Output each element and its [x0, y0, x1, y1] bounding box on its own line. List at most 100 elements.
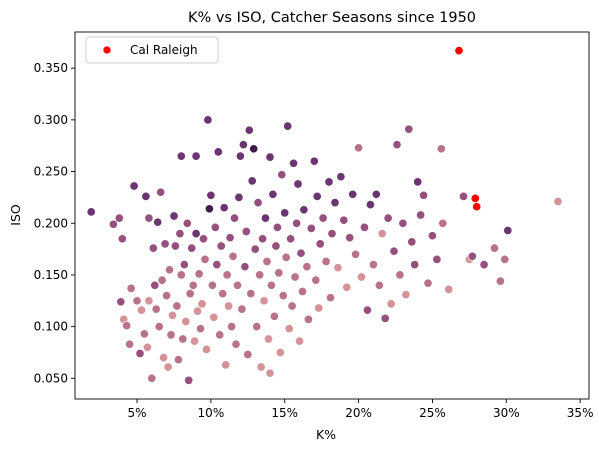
- y-axis-label: ISO: [8, 204, 23, 226]
- scatter-point: [224, 301, 234, 311]
- scatter-point: [153, 217, 163, 227]
- scatter-point: [237, 304, 247, 314]
- scatter-point: [132, 296, 142, 306]
- y-tick-label: 0.050: [34, 371, 68, 385]
- scatter-point: [438, 218, 448, 228]
- scatter-point: [327, 229, 337, 239]
- scatter-point: [200, 254, 210, 264]
- scatter-point: [315, 239, 325, 249]
- scatter-point: [166, 330, 176, 340]
- scatter-point: [407, 237, 417, 247]
- scatter-point: [191, 151, 201, 161]
- scatter-point: [336, 172, 346, 182]
- scatter-point: [371, 189, 381, 199]
- scatter-point: [299, 205, 309, 215]
- scatter-point: [175, 229, 185, 239]
- scatter-point: [274, 268, 284, 278]
- scatter-point: [275, 347, 285, 358]
- scatter-point: [495, 276, 505, 286]
- scatter-point: [392, 140, 402, 150]
- scatter-point: [215, 330, 225, 340]
- legend: Cal Raleigh: [85, 36, 219, 64]
- scatter-point: [365, 200, 375, 210]
- scatter-point: [247, 176, 257, 186]
- scatter-point: [386, 299, 396, 309]
- scatter-point: [292, 218, 302, 228]
- chart-title: K% vs ISO, Catcher Seasons since 1950: [188, 10, 476, 26]
- scatter-point: [253, 198, 263, 208]
- scatter-point: [377, 229, 387, 239]
- scatter-point: [260, 213, 271, 223]
- scatter-point: [427, 231, 437, 241]
- scatter-point: [235, 151, 245, 161]
- scatter-point: [150, 280, 160, 290]
- scatter-point: [114, 213, 124, 223]
- scatter-point: [263, 334, 274, 344]
- scatter-point: [227, 322, 237, 332]
- scatter-point: [203, 115, 213, 125]
- scatter-point: [218, 289, 228, 299]
- scatter-point: [246, 289, 256, 299]
- scatter-point: [318, 213, 328, 223]
- scatter-point: [280, 208, 290, 218]
- scatter-point: [419, 190, 429, 200]
- scatter-point: [333, 263, 343, 273]
- scatter-point: [181, 316, 191, 327]
- scatter-point: [162, 291, 172, 301]
- scatter-point: [262, 256, 272, 267]
- scatter-point: [250, 244, 260, 254]
- scatter-point: [289, 158, 299, 168]
- scatter-point: [324, 177, 334, 187]
- scatter-point: [416, 210, 426, 220]
- y-tick-label: 0.350: [34, 61, 68, 75]
- scatter-point: [306, 223, 316, 233]
- scatter-point: [136, 305, 147, 315]
- scatter-point: [228, 251, 238, 261]
- scatter-point: [201, 344, 212, 354]
- scatter-point: [160, 239, 170, 249]
- scatter-point: [309, 156, 319, 166]
- legend-label: Cal Raleigh: [130, 43, 198, 57]
- scatter-point: [232, 280, 243, 290]
- scatter-point: [188, 280, 198, 290]
- scatter-point: [401, 290, 411, 300]
- scatter-point: [311, 275, 321, 285]
- scatter-point: [141, 191, 151, 201]
- y-tick-label: 0.150: [34, 268, 68, 282]
- x-tick-label: 15%: [271, 406, 298, 420]
- scatter-point: [190, 336, 200, 346]
- scatter-point: [266, 280, 276, 290]
- scatter-point: [359, 222, 370, 232]
- scatter-point: [255, 270, 265, 280]
- scatter-point: [302, 262, 312, 272]
- plot-frame: [74, 31, 590, 400]
- y-tick-label: 0.250: [34, 165, 68, 179]
- legend-marker: [102, 45, 112, 55]
- scatter-point: [265, 368, 275, 378]
- highlight-point: [454, 46, 464, 56]
- scatter-point: [197, 299, 207, 309]
- scatter-point: [187, 243, 197, 253]
- highlight-point: [472, 202, 482, 212]
- scatter-point: [281, 252, 291, 262]
- scatter-point: [122, 321, 132, 331]
- scatter-point: [240, 262, 250, 272]
- scatter-point: [398, 218, 408, 228]
- scatter-point: [129, 181, 139, 191]
- scatter-point: [176, 151, 186, 161]
- scatter-point: [268, 189, 278, 199]
- scatter-point: [489, 243, 500, 253]
- scatter-point: [269, 311, 279, 321]
- scatter-point: [157, 275, 167, 285]
- scatter-point: [314, 303, 324, 313]
- y-tick-label: 0.300: [34, 113, 68, 127]
- x-axis: 5% 10% 15% 20% 25% 30% 35%: [128, 399, 593, 420]
- highlight-point: [470, 193, 480, 203]
- scatter-point: [258, 234, 268, 244]
- points-layer: [86, 46, 563, 385]
- scatter-point: [243, 349, 253, 360]
- scatter-point: [172, 301, 182, 311]
- x-tick-label: 20%: [345, 406, 372, 420]
- scatter-point: [210, 222, 220, 232]
